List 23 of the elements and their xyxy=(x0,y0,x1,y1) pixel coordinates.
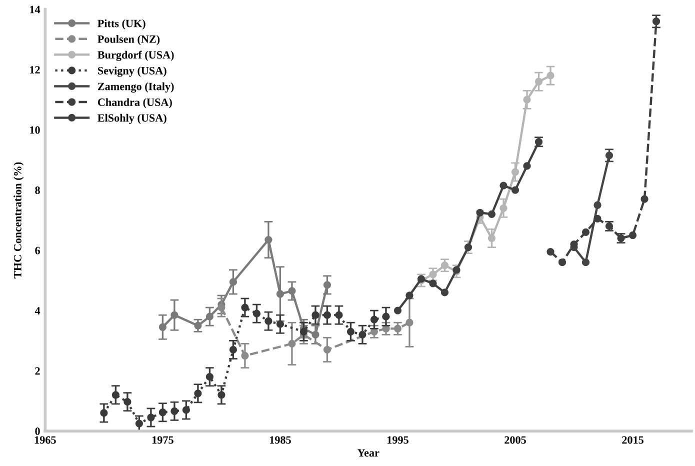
legend-label: Sevigny (USA) xyxy=(98,66,166,77)
y-tick-label: 6 xyxy=(35,246,40,254)
y-tick-label: 0 xyxy=(35,428,40,436)
x-tick-label: 2005 xyxy=(504,436,526,444)
legend-label: Chandra (USA) xyxy=(98,98,172,108)
legend-label: Poulsen (NZ) xyxy=(98,35,160,46)
x-axis-title: Year xyxy=(357,449,380,457)
y-tick-label: 12 xyxy=(30,66,40,74)
x-tick-label: 1985 xyxy=(270,436,291,444)
y-tick-label: 10 xyxy=(30,126,40,134)
y-tick-label: 4 xyxy=(34,307,40,314)
legend-label: ElSohly (USA) xyxy=(98,114,166,124)
legend-label: Zamengo (Italy) xyxy=(98,82,174,93)
legend-label: Burgdorf (USA) xyxy=(98,50,174,61)
x-tick-label: 2015 xyxy=(622,436,644,444)
y-axis-title: THC Concentration (%) xyxy=(14,162,24,278)
y-tick-label: 2 xyxy=(35,367,40,375)
x-tick-label: 1965 xyxy=(34,436,56,444)
x-tick-label: 1995 xyxy=(388,436,408,444)
y-tick-label: 14 xyxy=(30,6,40,14)
y-tick-label: 8 xyxy=(35,186,40,194)
legend-label: Pitts (UK) xyxy=(98,19,146,30)
x-tick-label: 1975 xyxy=(152,436,174,444)
